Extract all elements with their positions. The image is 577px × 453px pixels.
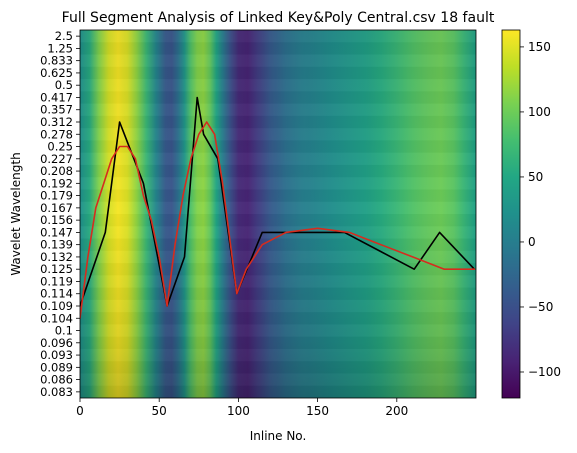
- y-tick-label-9: 0.119: [40, 274, 73, 288]
- y-tick-label-16: 0.179: [40, 189, 73, 203]
- colorbar-tick-label-2: 0: [528, 235, 536, 249]
- plot-area: [79, 29, 477, 399]
- colorbar-gradient: [501, 29, 521, 399]
- y-tick-label-11: 0.132: [40, 250, 73, 264]
- y-tick-label-8: 0.114: [40, 287, 73, 301]
- x-axis: 0 50 100 150 200: [76, 398, 408, 418]
- y-tick-label-15: 0.167: [40, 201, 73, 215]
- y-tick-label-2: 0.089: [40, 360, 73, 374]
- y-tick-label-17: 0.192: [40, 176, 73, 190]
- colorbar-tick-label-3: 50: [528, 170, 543, 184]
- y-tick-label-13: 0.147: [40, 225, 73, 239]
- plot-frame: [79, 29, 477, 399]
- y-tick-label-24: 0.417: [40, 90, 73, 104]
- y-tick-label-20: 0.25: [47, 140, 73, 154]
- colorbar-tick-label-5: 150: [528, 40, 551, 54]
- x-axis-label: Inline No.: [250, 429, 307, 443]
- colorbar-ticks: −100 −50 0 50 100 150: [520, 40, 561, 379]
- y-tick-label-3: 0.093: [40, 348, 73, 362]
- colorbar-tick-label-0: −100: [528, 365, 561, 379]
- y-tick-label-14: 0.156: [40, 213, 73, 227]
- series-line-1: [80, 121, 476, 320]
- heatmap-shading: [80, 30, 476, 398]
- y-tick-label-10: 0.125: [40, 262, 73, 276]
- x-tick-label-1: 50: [152, 404, 167, 418]
- y-tick-label-22: 0.312: [40, 115, 73, 129]
- y-tick-label-12: 0.139: [40, 238, 73, 252]
- y-tick-label-26: 0.625: [40, 66, 73, 80]
- y-tick-label-1: 0.086: [40, 373, 73, 387]
- y-tick-label-0: 0.083: [40, 385, 73, 399]
- y-tick-label-4: 0.096: [40, 336, 73, 350]
- y-tick-label-25: 0.5: [55, 78, 73, 92]
- series-line-0: [80, 96, 476, 307]
- y-tick-label-7: 0.109: [40, 299, 73, 313]
- series-layer: [80, 96, 476, 320]
- x-tick-label-3: 150: [306, 404, 329, 418]
- x-tick-label-0: 0: [76, 404, 84, 418]
- colorbar-tick-label-4: 100: [528, 105, 551, 119]
- y-axis-label: Wavelet Wavelength: [9, 152, 23, 275]
- y-tick-label-18: 0.208: [40, 164, 73, 178]
- colorbar: −100 −50 0 50 100 150: [501, 29, 561, 399]
- y-axis: 0.0830.0860.0890.0930.0960.10.1040.1090.…: [40, 29, 80, 399]
- y-tick-label-27: 0.833: [40, 54, 73, 68]
- chart-title: Full Segment Analysis of Linked Key&Poly…: [62, 10, 495, 26]
- x-tick-label-4: 200: [385, 404, 408, 418]
- y-tick-label-19: 0.227: [40, 152, 73, 166]
- y-tick-label-21: 0.278: [40, 127, 73, 141]
- y-tick-label-6: 0.104: [40, 311, 73, 325]
- colorbar-tick-label-1: −50: [528, 300, 553, 314]
- y-tick-label-5: 0.1: [55, 324, 73, 338]
- x-tick-label-2: 100: [227, 404, 250, 418]
- y-tick-label-29: 2.5: [55, 29, 73, 43]
- y-tick-label-28: 1.25: [47, 41, 73, 55]
- y-tick-label-23: 0.357: [40, 103, 73, 117]
